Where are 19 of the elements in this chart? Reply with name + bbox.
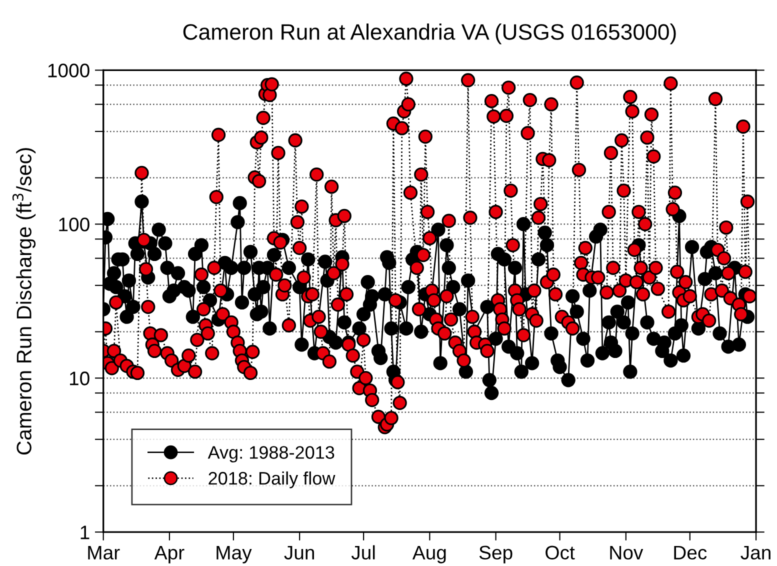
x-tick-label: May bbox=[216, 546, 252, 564]
legend-label: Avg: 1988-2013 bbox=[208, 446, 334, 462]
legend-label: 2018: Daily flow bbox=[208, 471, 336, 488]
x-tick-label: Jun bbox=[284, 546, 314, 560]
y-tick-label: 10 bbox=[70, 372, 90, 386]
x-tick-label: Apr bbox=[154, 546, 184, 564]
y-tick-label: 1 bbox=[80, 526, 90, 540]
x-tick-label: Sep bbox=[479, 546, 512, 564]
chart-title: Cameron Run at Alexandria VA (USGS 01653000) bbox=[183, 24, 676, 44]
x-tick-label: Oct bbox=[546, 546, 575, 560]
x-tick-label: Dec bbox=[674, 546, 707, 560]
y-tick-label: 100 bbox=[59, 218, 90, 232]
x-tick-label: Nov bbox=[610, 546, 644, 560]
x-tick-label: Mar bbox=[88, 546, 120, 560]
x-tick-label: Jan bbox=[740, 546, 770, 560]
y-axis-title: Cameron Run Discharge (ft$^{3}$/sec) bbox=[12, 148, 36, 455]
y-tick-label: 1000 bbox=[48, 64, 90, 78]
x-tick-label: Jul bbox=[351, 545, 375, 560]
x-tick-label: Aug bbox=[412, 546, 446, 564]
